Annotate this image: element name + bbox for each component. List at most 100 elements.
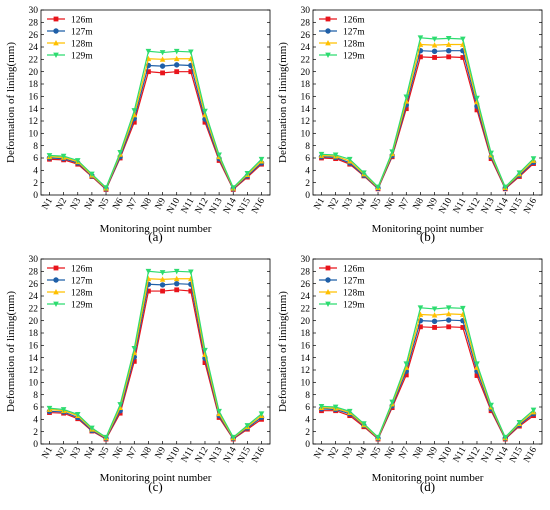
data-point <box>318 403 325 410</box>
legend-marker <box>325 265 331 271</box>
x-tick-label: N15 <box>236 196 253 215</box>
legend: 126m 127m 128m 129m <box>319 15 365 61</box>
y-tick-label: 4 <box>305 416 310 426</box>
data-point <box>117 150 123 156</box>
x-tick-label: N2 <box>327 196 342 211</box>
data-point <box>375 434 381 441</box>
data-point <box>361 421 367 427</box>
legend-label: 126m <box>343 264 365 274</box>
data-point <box>131 346 138 352</box>
legend-label: 129m <box>71 300 93 310</box>
y-tick-label: 8 <box>305 391 310 401</box>
data-point <box>202 108 208 115</box>
legend-marker <box>53 28 59 34</box>
legend-label: 126m <box>343 15 365 25</box>
y-tick-label: 10 <box>29 379 39 389</box>
data-point <box>146 69 151 75</box>
y-tick-label: 2 <box>33 179 38 189</box>
y-tick-label: 8 <box>305 142 310 152</box>
data-point <box>216 152 222 158</box>
x-tick-label: N2 <box>55 445 70 460</box>
x-axis-title: Monitoring point number <box>100 472 212 484</box>
x-tick-label: N3 <box>69 196 84 211</box>
y-tick-label: 26 <box>29 31 39 41</box>
x-tick-label: N11 <box>452 196 469 215</box>
y-tick-label: 16 <box>29 342 39 352</box>
x-tick-label: N6 <box>383 196 398 211</box>
series-126m <box>319 324 536 442</box>
data-point <box>445 305 452 311</box>
y-tick-label: 4 <box>33 416 38 426</box>
series-129m <box>318 35 537 190</box>
data-point <box>173 275 180 282</box>
legend-label: 127m <box>71 276 93 286</box>
data-point <box>445 35 452 42</box>
x-tick-label: N1 <box>313 196 328 211</box>
data-point <box>216 408 222 415</box>
legend-marker <box>53 52 59 58</box>
y-tick-label: 8 <box>33 391 38 401</box>
data-point <box>502 184 509 190</box>
x-tick-label: N8 <box>140 196 155 211</box>
data-point <box>174 69 180 75</box>
legend-marker <box>53 301 59 307</box>
data-point <box>403 372 409 378</box>
y-tick-label: 2 <box>305 428 310 438</box>
y-tick-label: 22 <box>29 305 39 315</box>
y-tick-label: 26 <box>301 280 311 290</box>
data-point <box>60 153 67 160</box>
x-tick-label: N12 <box>466 445 483 464</box>
x-tick-label: N14 <box>222 196 239 215</box>
data-point <box>474 361 480 367</box>
y-tick-label: 4 <box>305 167 310 177</box>
data-point <box>460 36 466 42</box>
x-tick-label: N4 <box>355 196 370 211</box>
x-tick-label: N3 <box>341 196 356 211</box>
series-line <box>321 37 534 189</box>
y-tick-label: 12 <box>301 117 311 127</box>
y-tick-label: 0 <box>305 191 310 201</box>
legend-marker <box>325 277 331 283</box>
data-point <box>188 288 194 294</box>
legend-marker <box>325 28 331 34</box>
y-tick-label: 16 <box>301 342 311 352</box>
y-axis-title: Deformation of lining(mm) <box>277 42 289 163</box>
data-point <box>230 434 237 441</box>
x-tick-label: N3 <box>69 445 84 460</box>
series-129m <box>46 48 265 191</box>
data-point <box>173 268 180 275</box>
data-point <box>145 48 152 55</box>
y-tick-label: 20 <box>301 317 311 327</box>
y-tick-label: 6 <box>33 154 38 164</box>
y-tick-label: 6 <box>33 403 38 413</box>
data-point <box>146 288 151 294</box>
data-point <box>418 54 423 60</box>
x-tick-label: N13 <box>208 445 225 464</box>
x-tick-label: N5 <box>369 445 384 460</box>
legend-label: 128m <box>71 288 93 298</box>
data-point <box>188 49 194 55</box>
y-tick-label: 20 <box>29 317 39 327</box>
y-tick-label: 20 <box>301 68 311 78</box>
series-126m <box>319 54 536 192</box>
panel-label: (a) <box>148 229 162 244</box>
x-axis-title: Monitoring point number <box>100 223 212 235</box>
x-tick-label: N4 <box>355 445 370 460</box>
data-point <box>202 347 208 354</box>
series-line <box>321 313 534 439</box>
x-tick-label: N16 <box>522 196 539 215</box>
panel-label: (d) <box>420 479 435 494</box>
y-axis-title: Deformation of lining(mm) <box>5 291 17 412</box>
data-point <box>74 412 81 418</box>
y-axis-title: Deformation of lining(mm) <box>277 291 289 412</box>
legend-label: 129m <box>71 51 93 61</box>
data-point <box>375 184 381 190</box>
x-tick-label: N12 <box>194 196 211 215</box>
x-tick-label: N16 <box>250 196 267 215</box>
series-line <box>49 64 262 190</box>
data-point <box>431 318 438 324</box>
series-line <box>49 289 262 440</box>
data-point <box>188 269 194 275</box>
